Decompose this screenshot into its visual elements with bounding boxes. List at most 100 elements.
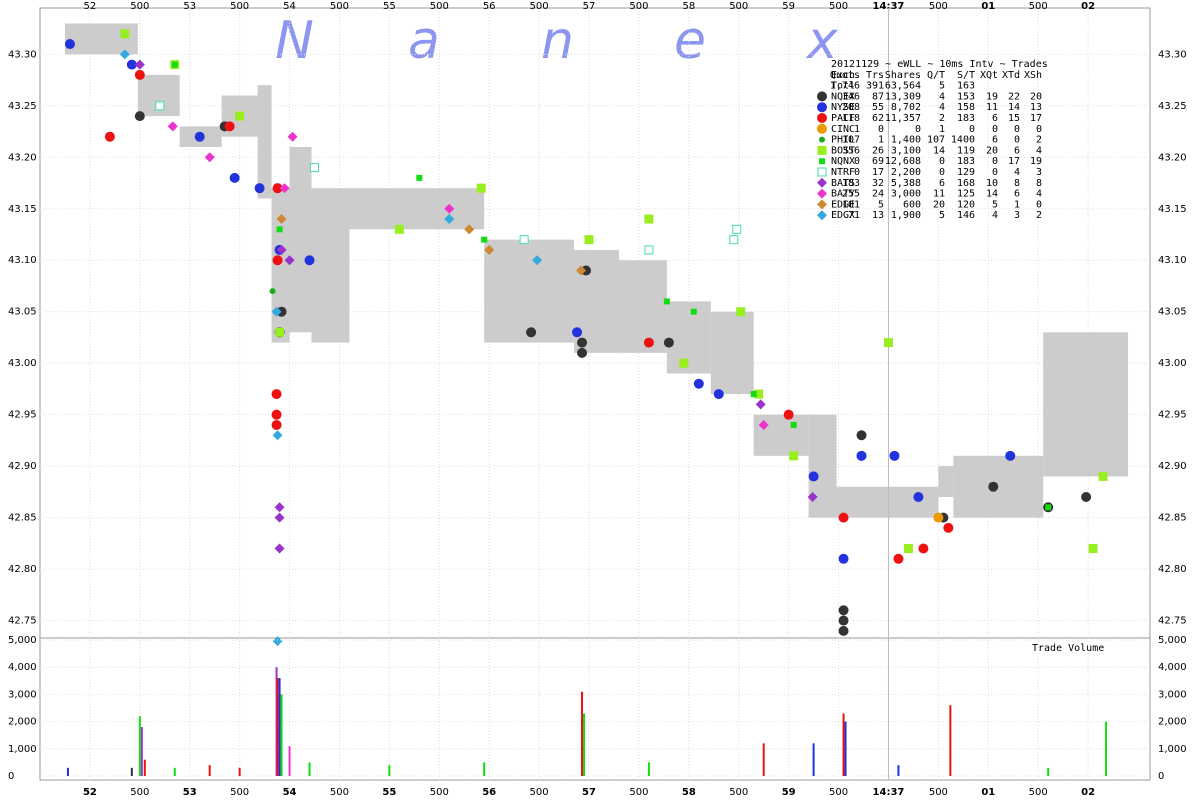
- trade-marker: [464, 224, 475, 235]
- volume-bar: [647, 762, 650, 776]
- x-tick-label-top: 500: [629, 1, 648, 12]
- y-tick-label-right: 43.20: [1158, 152, 1187, 163]
- legend-stat: 2: [1036, 135, 1042, 146]
- y-tick-label: 42.85: [8, 513, 37, 524]
- legend-stat: 120: [957, 199, 975, 210]
- trade-marker: [943, 522, 954, 533]
- x-tick-label-bottom: 55: [382, 787, 396, 798]
- legend-total: 391: [866, 81, 884, 92]
- legend-stat: 0: [1036, 124, 1042, 135]
- volume-bar: [280, 694, 283, 776]
- legend-stat: 125: [957, 189, 975, 200]
- legend-stat: 6: [992, 135, 998, 146]
- legend-stat: 0: [1014, 135, 1020, 146]
- volume-bar: [583, 713, 586, 776]
- y-tick-label: 5,000: [8, 635, 37, 646]
- y-tick-label: 43.00: [8, 358, 37, 369]
- trade-marker: [690, 308, 697, 315]
- y-tick-label-right: 42.90: [1158, 461, 1187, 472]
- trade-marker: [519, 235, 529, 245]
- x-tick-label-top: 500: [530, 1, 549, 12]
- legend-stat: 119: [957, 145, 975, 156]
- legend-marker: [819, 136, 825, 143]
- legend-stat: 11,357: [885, 113, 921, 124]
- trade-marker: [933, 512, 944, 523]
- volume-bar: [812, 743, 815, 776]
- legend-stat: 4: [939, 102, 945, 113]
- x-tick-label-top: 02: [1081, 1, 1095, 12]
- x-tick-label-bottom: 500: [130, 787, 149, 798]
- legend-stat: 1: [1014, 199, 1020, 210]
- legend-stat: 3,000: [891, 189, 921, 200]
- volume-bar: [66, 767, 69, 776]
- trade-marker: [988, 481, 999, 492]
- volume-bar: [308, 762, 311, 776]
- x-tick-label-bottom: 01: [981, 787, 995, 798]
- trade-marker: [272, 255, 283, 266]
- watermark-letter: e: [674, 11, 706, 71]
- x-tick-label-bottom: 02: [1081, 787, 1095, 798]
- legend-name: NQNX: [831, 156, 855, 167]
- y-tick-label: 1,000: [8, 744, 37, 755]
- trade-marker: [274, 502, 285, 513]
- x-tick-label-bottom: 57: [582, 787, 596, 798]
- legend-header: Shares: [885, 70, 921, 81]
- legend-name: PHIL: [831, 135, 855, 146]
- volume-bar: [143, 759, 146, 776]
- x-tick-label-bottom: 500: [929, 787, 948, 798]
- x-tick-label-top: 52: [84, 1, 97, 12]
- nbbo-band: [938, 466, 954, 498]
- trade-marker: [663, 337, 674, 348]
- x-tick-label-top: 53: [183, 1, 196, 12]
- legend-stat: 183: [957, 113, 975, 124]
- y-tick-label-right: 42.80: [1158, 564, 1187, 575]
- trade-marker: [838, 553, 849, 564]
- trade-marker: [526, 327, 537, 338]
- legend-stat: 13: [872, 210, 884, 221]
- legend-stat: 6: [1014, 145, 1020, 156]
- x-tick-label-bottom: 54: [283, 787, 297, 798]
- trade-marker: [732, 224, 742, 234]
- legend-stat: 8: [1014, 178, 1020, 189]
- legend-marker: [817, 177, 827, 188]
- trade-marker: [1088, 543, 1098, 553]
- legend-stat: 5: [939, 210, 945, 221]
- volume-bar: [762, 743, 765, 776]
- trade-marker: [279, 183, 290, 194]
- legend-stat: 20: [933, 199, 945, 210]
- legend-stat: 4: [1014, 167, 1020, 178]
- legend-title: 20121129 ~ eWLL ~ 10ms Intv ~ Trades: [831, 59, 1048, 70]
- legend-stat: 2: [939, 113, 945, 124]
- legend-name: NQEX: [831, 91, 855, 102]
- trade-marker: [1081, 492, 1092, 503]
- legend-stat: 0: [939, 167, 945, 178]
- trade-marker: [134, 59, 145, 70]
- legend-marker: [819, 158, 825, 165]
- legend-stat: 107: [842, 135, 860, 146]
- nbbo-band: [529, 239, 575, 343]
- legend-stat: 0: [992, 156, 998, 167]
- volume-bar: [288, 746, 291, 776]
- x-tick-label-bottom: 500: [330, 787, 349, 798]
- trade-marker: [754, 389, 764, 399]
- trade-marker: [119, 49, 130, 60]
- legend-stat: 19: [986, 91, 998, 102]
- y-tick-label: 43.30: [8, 49, 37, 60]
- trade-marker: [229, 172, 240, 183]
- legend-stat: 32: [872, 178, 884, 189]
- x-tick-label-bottom: 500: [230, 787, 249, 798]
- trade-marker: [284, 255, 295, 266]
- trade-marker: [1005, 450, 1016, 461]
- nbbo-band: [349, 188, 485, 230]
- legend-stat: 8: [1036, 178, 1042, 189]
- x-tick-label-bottom: 500: [729, 787, 748, 798]
- legend-marker: [817, 145, 827, 155]
- volume-bar: [276, 678, 279, 776]
- nbbo-band: [710, 311, 754, 395]
- trade-marker: [126, 59, 137, 70]
- nbbo-band: [311, 188, 350, 343]
- trade-marker: [1045, 504, 1052, 511]
- legend-stat: 129: [957, 167, 975, 178]
